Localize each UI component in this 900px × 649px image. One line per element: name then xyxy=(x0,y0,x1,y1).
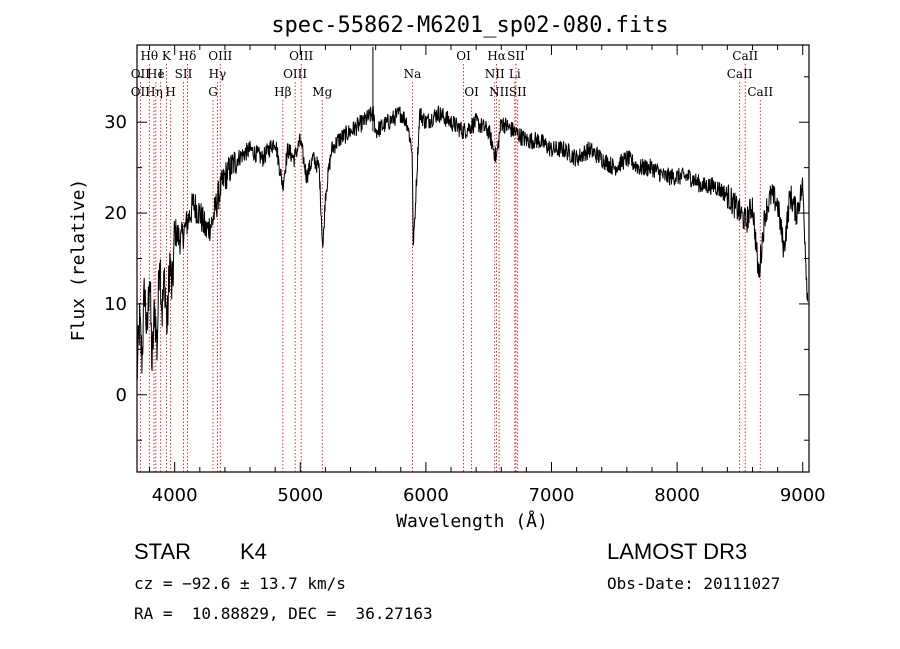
spectral-line-label: Hβ xyxy=(274,85,291,99)
plot-frame xyxy=(136,44,810,473)
chart-title: spec-55862-M6201_sp02-080.fits xyxy=(271,13,668,38)
spectral-line-label: Hη xyxy=(145,85,163,99)
y-tick-label: 30 xyxy=(104,112,127,133)
spectral-line-label: I xyxy=(158,67,163,81)
spectral-line-label: He xyxy=(147,67,165,81)
spectrum-series-line xyxy=(136,46,809,380)
x-tick-label: 5000 xyxy=(277,485,323,506)
spectral-line-label: SII xyxy=(175,67,193,81)
spectral-line-label: NII xyxy=(489,85,509,99)
spectral-line-label: Mg xyxy=(312,85,332,99)
spectral-line-label: H xyxy=(165,85,175,99)
coordinates: RA = 10.88829, DEC = 36.27163 xyxy=(134,604,433,623)
observation-date: Obs-Date: 20111027 xyxy=(607,574,781,593)
object-class: STAR xyxy=(134,539,192,564)
spectral-line-label: Hδ xyxy=(179,49,197,63)
x-tick-label: 8000 xyxy=(654,485,700,506)
x-tick-label: 9000 xyxy=(780,485,826,506)
x-tick-label: 7000 xyxy=(529,485,575,506)
redshift-cz: cz = −92.6 ± 13.7 km/s xyxy=(134,574,346,593)
survey-name: LAMOST DR3 xyxy=(607,539,748,564)
spectral-line-label: CaII xyxy=(727,67,753,81)
x-tick-label: 6000 xyxy=(403,485,449,506)
spectral-line-label: NII xyxy=(485,67,505,81)
spectral-line-label: Hα xyxy=(487,49,506,63)
spectral-line-label: CaII xyxy=(732,49,758,63)
y-tick-label: 20 xyxy=(104,203,127,224)
spectral-line-label: OII xyxy=(131,85,151,99)
spectral-line-label: OII xyxy=(131,67,151,81)
x-tick-label: 4000 xyxy=(152,485,198,506)
spectral-line-label: OIII xyxy=(283,67,307,81)
spectral-line-label: Na xyxy=(404,67,422,81)
spectral-line-label: Hθ xyxy=(140,49,158,63)
y-axis-label: Flux (relative) xyxy=(68,179,89,342)
spectral-line-label: OIII xyxy=(289,49,313,63)
spectral-line-label: CaII xyxy=(747,85,773,99)
y-tick-label: 0 xyxy=(116,385,127,406)
spectral-line-label: OI xyxy=(464,85,479,99)
spectral-line-label: SII xyxy=(507,49,525,63)
spectral-line-label: G xyxy=(208,85,218,99)
axis-ticks: 4000 5000 6000 7000 8000 9000 0 10 20 30 xyxy=(104,45,826,506)
object-subclass: K4 xyxy=(240,539,267,564)
spectral-line-label: Li xyxy=(509,67,521,81)
spectral-line-label: OI xyxy=(456,49,471,63)
spectral-line-label: Hγ xyxy=(209,67,227,81)
y-tick-label: 10 xyxy=(104,294,127,315)
spectral-line-label: SII xyxy=(509,85,527,99)
spectral-line-label: OIII xyxy=(208,49,232,63)
spectral-line-label: K xyxy=(162,49,172,63)
x-axis-label: Wavelength (Å) xyxy=(396,510,548,532)
